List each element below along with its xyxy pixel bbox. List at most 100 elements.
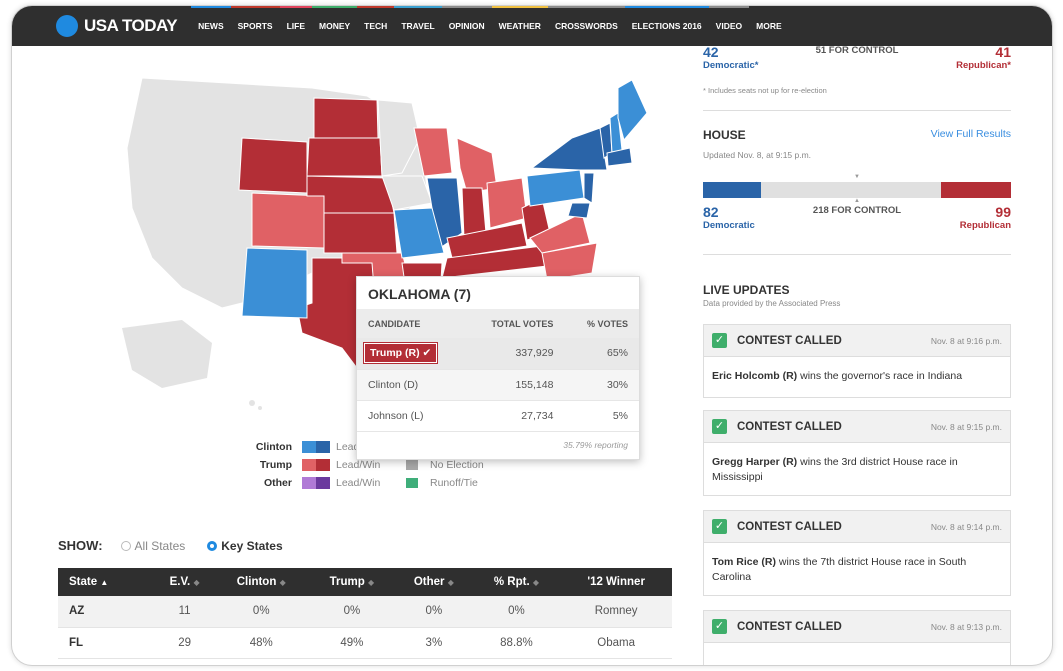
legend-name: Other: [263, 477, 292, 489]
sort-asc-icon: ▲: [100, 578, 109, 587]
nav-item-news[interactable]: NEWS: [191, 6, 231, 46]
check-icon: ✓: [712, 619, 727, 634]
top-nav: USA TODAY NEWS SPORTS LIFE MONEY TECH TRAVEL O…: [12, 6, 1052, 46]
map-wyoming: [238, 137, 308, 194]
winner-check-icon: ✔: [422, 347, 432, 360]
map-new-jersey: [583, 172, 595, 204]
house-rep-count: 99: [995, 204, 1011, 220]
swatch-runoff: [406, 478, 418, 488]
house-rep: 99 Republican: [960, 204, 1011, 231]
legend-row-other: Other Lead/Win Runoff/Tie: [250, 474, 500, 492]
senate-rep: 41 Republican*: [956, 44, 1011, 71]
radio-dot-icon: [207, 540, 218, 551]
col-pct-rpt[interactable]: % Rpt. ◆: [472, 568, 561, 596]
col-trump[interactable]: Trump ◆: [308, 568, 396, 596]
cell-pct-rpt: 0%: [472, 596, 561, 628]
nav-item-travel[interactable]: TRAVEL: [394, 6, 443, 46]
table-row[interactable]: FL 29 48% 49% 3% 88.8% Obama: [58, 627, 672, 659]
map-maryland: [567, 202, 591, 219]
map-hawaii-2: [258, 406, 262, 410]
nav-item-elections-2016[interactable]: ELECTIONS 2016: [624, 6, 709, 46]
radio-all-states[interactable]: All States: [120, 538, 186, 553]
col-state[interactable]: State ▲: [58, 568, 156, 596]
device-frame: USA TODAY NEWS SPORTS LIFE MONEY TECH TRAVEL O…: [12, 6, 1052, 665]
nav-item-weather[interactable]: WEATHER: [491, 6, 549, 46]
cell-state: FL: [58, 627, 156, 659]
winner-name: Trump (R): [370, 347, 420, 360]
senate-rep-label: Republican*: [956, 60, 1011, 71]
update-body: Eric Holcomb (R) wins the governor's rac…: [704, 357, 1010, 396]
map-minnesota: [377, 99, 421, 177]
legend-extra: No Election: [430, 459, 484, 471]
col-other[interactable]: Other ◆: [395, 568, 473, 596]
logo-text: USA TODAY: [84, 16, 178, 35]
col-label: '12 Winner: [587, 576, 645, 588]
update-time: Nov. 8 at 9:16 p.m.: [930, 335, 1002, 346]
check-icon: ✓: [712, 519, 727, 534]
update-card-header: ✓ CONTEST CALLED Nov. 8 at 9:16 p.m.: [704, 325, 1010, 357]
update-label: CONTEST CALLED: [737, 620, 842, 633]
col-ev[interactable]: E.V. ◆: [155, 568, 214, 596]
usatoday-logo[interactable]: USA TODAY: [56, 15, 178, 37]
senate-control: 51 FOR CONTROL: [815, 45, 899, 56]
nav-item-more[interactable]: MORE: [756, 21, 782, 31]
nav-item-opinion[interactable]: OPINION: [441, 6, 492, 46]
sort-icon: ◆: [279, 578, 286, 587]
show-label: SHOW:: [58, 538, 103, 553]
map-new-york: [530, 127, 608, 171]
update-card-header: ✓ CONTEST CALLED Nov. 8 at 9:15 p.m.: [704, 411, 1010, 443]
map-north-dakota: [313, 97, 379, 139]
house-summary: 82 Democratic 218 FOR CONTROL 99 Republi…: [703, 204, 1011, 236]
house-title: HOUSE: [703, 128, 746, 142]
cell-ev: 29: [155, 627, 214, 659]
senate-dem-label: Democratic*: [703, 60, 759, 71]
update-card: ✓ CONTEST CALLED Nov. 8 at 9:15 p.m. Gre…: [703, 410, 1011, 496]
col-12-winner[interactable]: '12 Winner: [560, 568, 672, 596]
update-card-header: ✓ CONTEST CALLED Nov. 8 at 9:14 p.m.: [704, 511, 1010, 543]
state-popup: OKLAHOMA (7) CANDIDATE TOTAL VOTES % VOT…: [356, 276, 640, 460]
popup-cell-candidate: Trump (R) ✔: [357, 338, 466, 370]
logo-dot-icon: [56, 15, 78, 37]
map-kentucky: [446, 222, 528, 259]
map-wisconsin: [413, 127, 453, 177]
nav-item-money[interactable]: MONEY: [312, 6, 358, 46]
nav-item-sports[interactable]: SPORTS: [230, 6, 280, 46]
update-label: CONTEST CALLED: [737, 334, 842, 347]
map-south-dakota: [306, 137, 383, 177]
winner-badge: Trump (R) ✔: [362, 342, 439, 365]
popup-cell-pct: 5%: [564, 400, 639, 432]
col-label: Clinton: [236, 576, 277, 588]
swatch-other-dark: [316, 477, 330, 489]
house-bar-dem: [703, 182, 761, 198]
control-marker-bottom-icon: ▲: [854, 198, 860, 204]
nav-item-crosswords[interactable]: CROSSWORDS: [547, 6, 625, 46]
senate-summary: 42 Democratic* 51 FOR CONTROL 41 Republi…: [703, 44, 1011, 76]
col-clinton[interactable]: Clinton ◆: [213, 568, 309, 596]
cell-ev: 11: [155, 596, 214, 628]
divider: [703, 254, 1011, 255]
table-row[interactable]: AZ 11 0% 0% 0% 0% Romney: [58, 596, 672, 628]
radio-key-states[interactable]: Key States: [207, 539, 283, 553]
radio-dot-icon: [120, 540, 131, 551]
popup-cell-candidate: Clinton (D): [357, 369, 466, 401]
cell-state: AZ: [58, 596, 156, 628]
nav-items: NEWS SPORTS LIFE MONEY TECH TRAVEL OPINION WEAT…: [191, 6, 789, 46]
house-updated: Updated Nov. 8, at 9:15 p.m.: [703, 150, 812, 160]
update-card-header: ✓ CONTEST CALLED Nov. 8 at 9:13 p.m.: [704, 611, 1010, 643]
nav-item-life[interactable]: LIFE: [279, 6, 313, 46]
map-maine: [617, 79, 648, 142]
cell-trump: 49%: [308, 627, 396, 659]
popup-cell-total: 155,148: [465, 369, 565, 401]
radio-label: All States: [134, 538, 186, 553]
cell-trump: 0%: [308, 596, 396, 628]
nav-item-tech[interactable]: TECH: [357, 6, 395, 46]
col-label: E.V.: [169, 576, 191, 588]
nav-item-video[interactable]: VIDEO: [708, 6, 750, 46]
update-label: CONTEST CALLED: [737, 520, 842, 533]
update-winner: Eric Holcomb (R): [712, 370, 798, 382]
legend-name: Clinton: [255, 441, 292, 453]
update-text: wins the 7th district House race in Sout…: [712, 556, 967, 583]
live-updates-title: LIVE UPDATES: [703, 283, 790, 297]
view-full-results-link[interactable]: View Full Results: [930, 128, 1011, 140]
states-table: State ▲ E.V. ◆ Clinton ◆ Trump ◆ Other ◆…: [58, 568, 672, 659]
